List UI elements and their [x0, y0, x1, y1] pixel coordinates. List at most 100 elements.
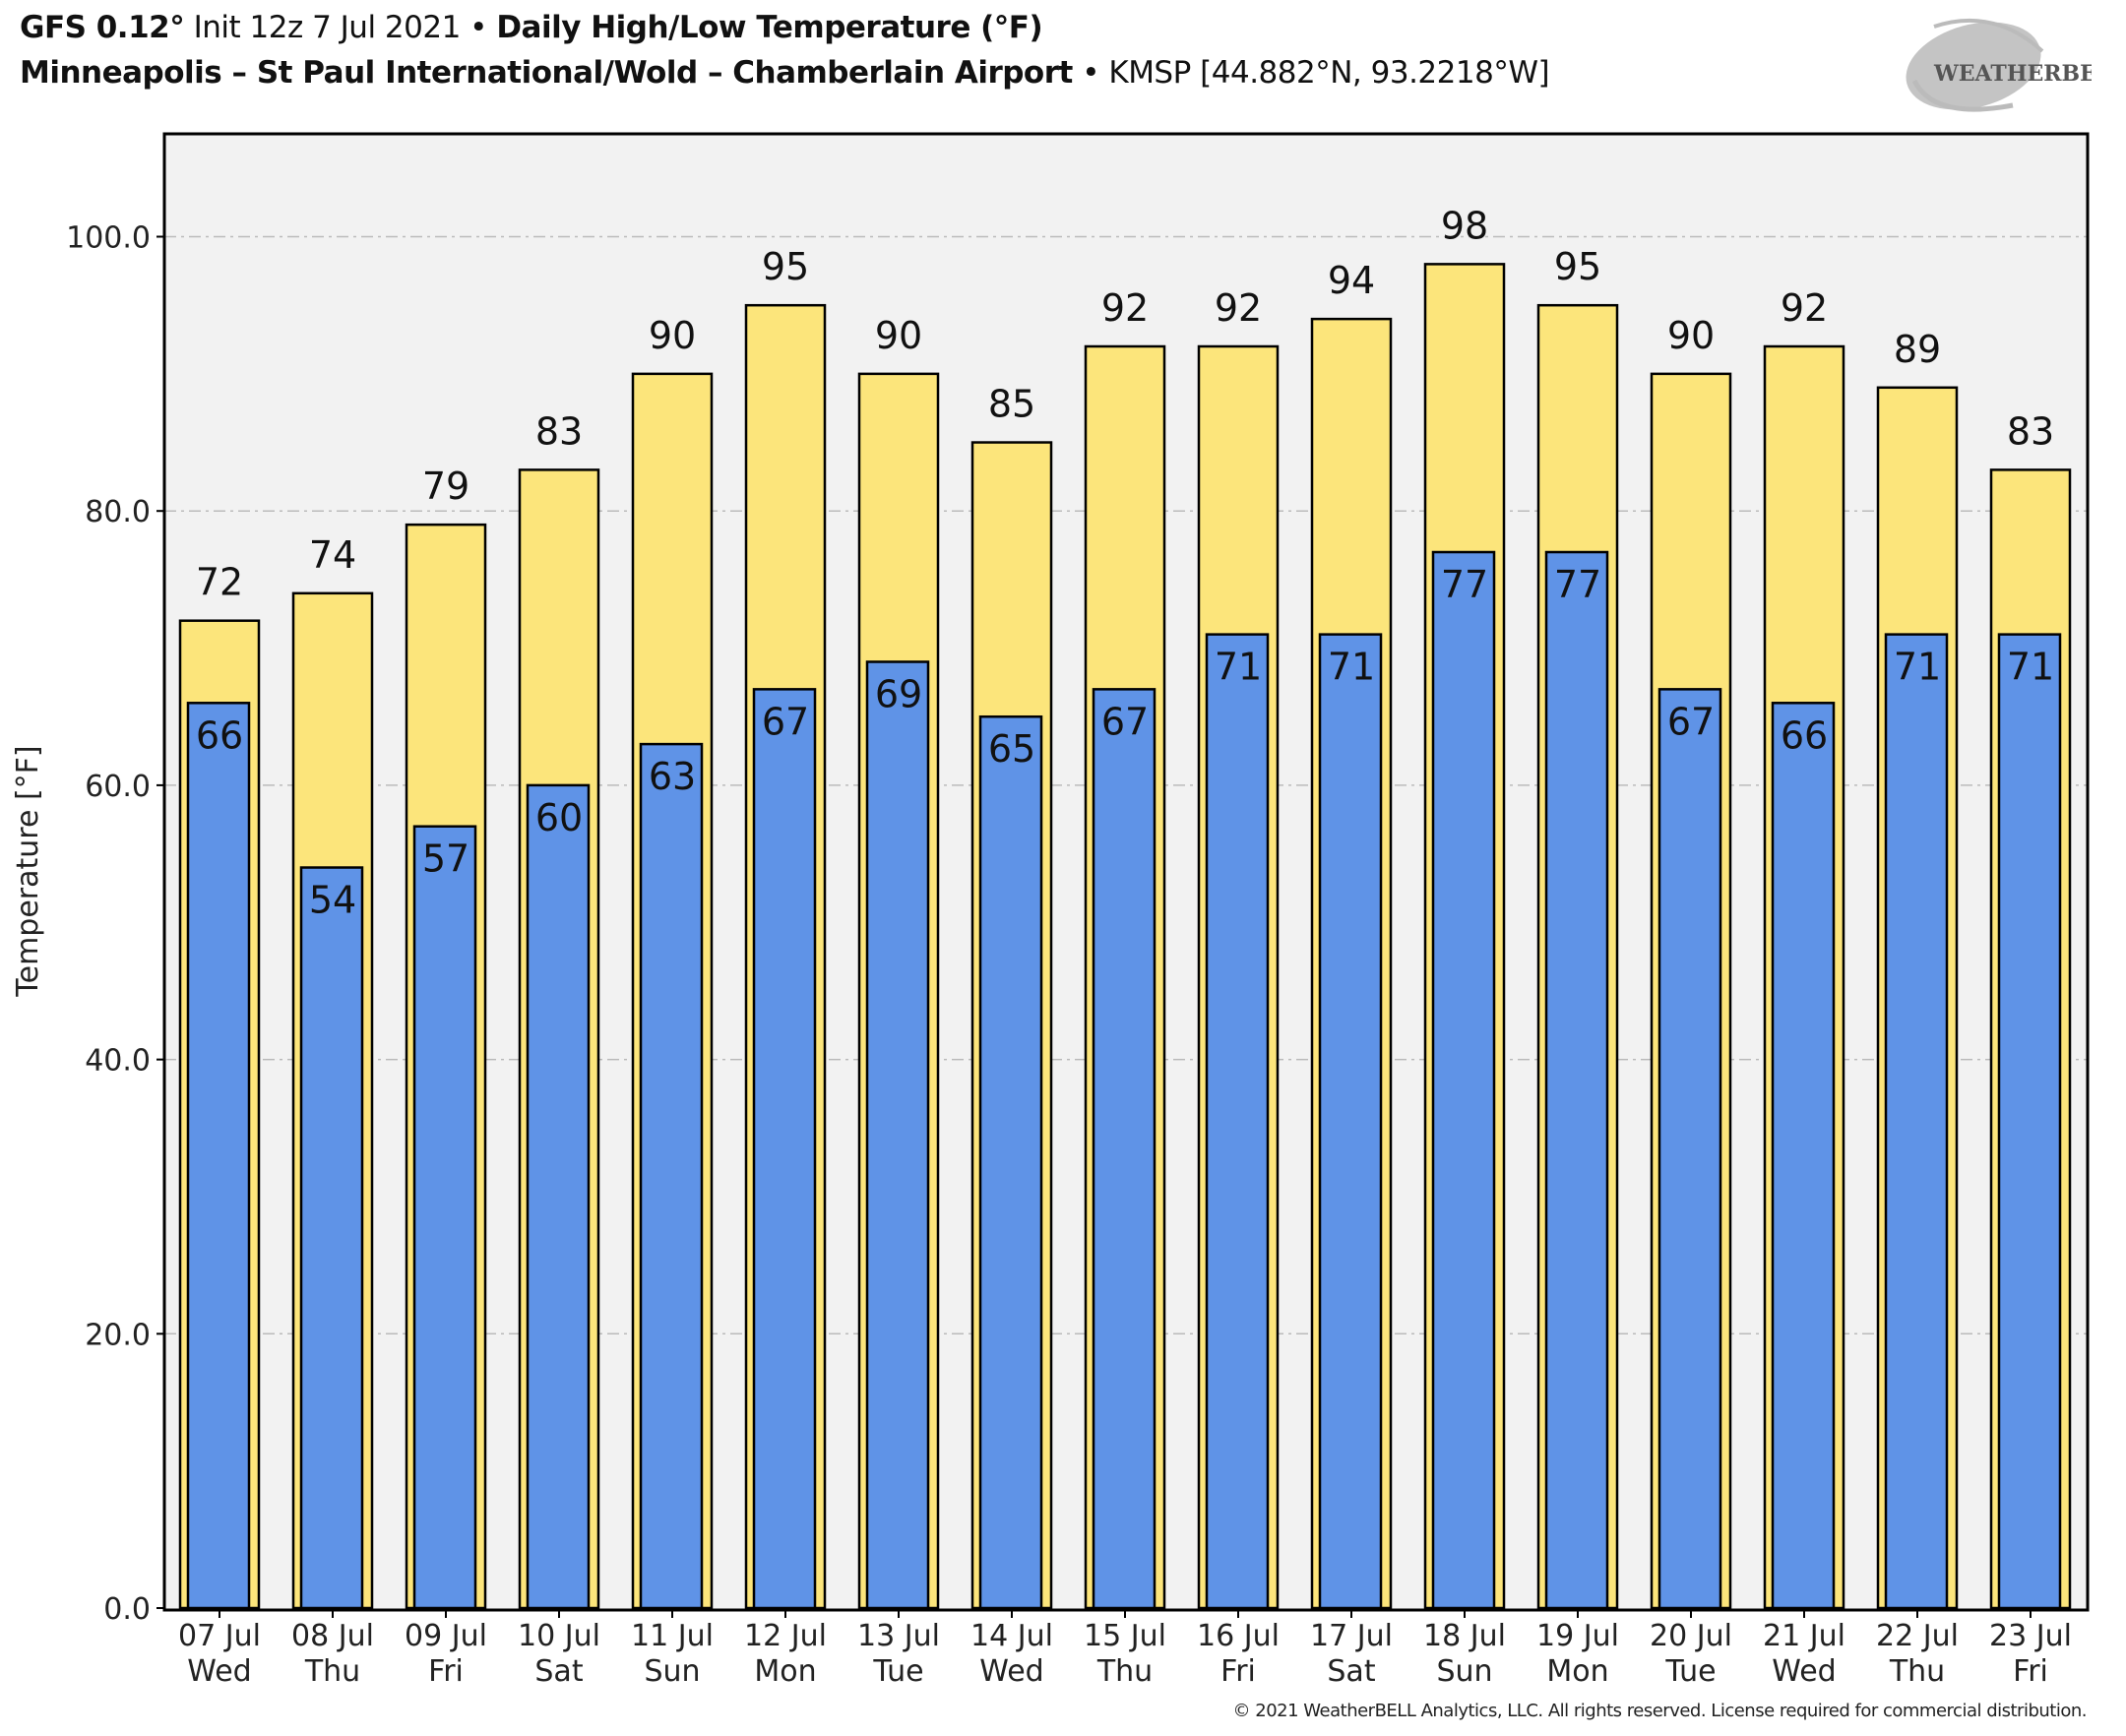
model-name: GFS 0.12° — [20, 10, 185, 45]
high-value-label: 72 — [196, 561, 243, 604]
x-tick-date: 08 Jul — [291, 1619, 374, 1653]
low-value-label: 77 — [1554, 563, 1601, 606]
y-tick-label: 20.0 — [85, 1318, 151, 1352]
low-value-label: 67 — [1101, 700, 1149, 743]
x-tick-weekday: Sun — [1436, 1654, 1492, 1689]
x-tick-weekday: Fri — [1220, 1654, 1256, 1689]
high-value-label: 92 — [1215, 286, 1262, 330]
y-tick-label: 100.0 — [66, 221, 151, 256]
high-value-label: 90 — [875, 314, 922, 357]
separator: • — [1082, 55, 1099, 91]
low-value-label: 77 — [1441, 563, 1488, 606]
x-tick-date: 07 Jul — [178, 1619, 261, 1653]
low-bar — [186, 702, 251, 1610]
low-value-label: 67 — [1667, 700, 1715, 743]
y-tick-label: 40.0 — [85, 1044, 151, 1079]
low-bar — [1657, 688, 1722, 1610]
low-value-label: 54 — [309, 879, 356, 922]
low-bar — [526, 783, 591, 1610]
high-value-label: 90 — [1667, 314, 1715, 357]
high-value-label: 92 — [1781, 286, 1828, 330]
x-tick-date: 10 Jul — [518, 1619, 600, 1653]
title-line-2: Minneapolis – St Paul International/Wold… — [20, 55, 1550, 91]
low-bar — [1431, 550, 1496, 1610]
x-tick-date: 11 Jul — [631, 1619, 714, 1653]
low-value-label: 66 — [1781, 713, 1828, 757]
low-bar — [1771, 702, 1836, 1610]
x-tick-date: 20 Jul — [1650, 1619, 1732, 1653]
x-tick-date: 09 Jul — [405, 1619, 487, 1653]
weatherbell-logo: WEATHERBELL — [1906, 18, 2092, 112]
high-value-label: 89 — [1894, 328, 1941, 371]
low-bar — [1092, 688, 1157, 1610]
copyright-footer: © 2021 WeatherBELL Analytics, LLC. All r… — [1232, 1701, 2088, 1721]
x-tick-date: 23 Jul — [1989, 1619, 2072, 1653]
low-bar — [1544, 550, 1609, 1610]
high-value-label: 90 — [649, 314, 696, 357]
x-tick-weekday: Tue — [872, 1654, 923, 1689]
low-value-label: 60 — [535, 796, 583, 839]
x-tick-weekday: Thu — [304, 1654, 360, 1689]
low-bar — [1997, 633, 2062, 1610]
high-value-label: 92 — [1101, 286, 1149, 330]
high-value-label: 79 — [422, 465, 469, 508]
high-value-label: 83 — [2007, 409, 2054, 453]
x-tick-weekday: Thu — [1889, 1654, 1945, 1689]
x-tick-weekday: Mon — [754, 1654, 816, 1689]
low-bar — [412, 825, 477, 1610]
high-value-label: 95 — [1554, 245, 1601, 288]
x-tick-weekday: Sat — [1327, 1654, 1375, 1689]
x-tick-date: 14 Jul — [970, 1619, 1053, 1653]
low-value-label: 71 — [2007, 646, 2054, 689]
separator: • — [469, 10, 487, 45]
high-value-label: 85 — [988, 383, 1035, 426]
low-bar — [978, 714, 1043, 1610]
x-tick-weekday: Wed — [1772, 1654, 1836, 1689]
high-value-label: 94 — [1328, 259, 1375, 302]
low-bar — [865, 660, 930, 1610]
x-tick-weekday: Fri — [2013, 1654, 2048, 1689]
x-tick-date: 19 Jul — [1536, 1619, 1619, 1653]
y-tick-label: 80.0 — [85, 495, 151, 529]
low-value-label: 66 — [196, 713, 243, 757]
high-value-label: 95 — [762, 245, 809, 288]
x-tick-date: 13 Jul — [857, 1619, 940, 1653]
low-bar — [639, 742, 704, 1610]
low-bar — [1205, 633, 1270, 1610]
product-title: Daily High/Low Temperature (°F) — [496, 10, 1043, 45]
x-tick-weekday: Tue — [1664, 1654, 1716, 1689]
y-tick-label: 60.0 — [85, 770, 151, 804]
x-tick-weekday: Wed — [187, 1654, 251, 1689]
x-tick-date: 22 Jul — [1876, 1619, 1959, 1653]
low-value-label: 71 — [1894, 646, 1941, 689]
low-value-label: 69 — [875, 672, 922, 715]
station-id: KMSP [44.882°N, 93.2218°W] — [1108, 55, 1550, 91]
x-tick-date: 17 Jul — [1310, 1619, 1393, 1653]
init-time: Init 12z 7 Jul 2021 — [193, 10, 462, 45]
low-bar — [1318, 633, 1383, 1610]
low-bar — [1884, 633, 1949, 1610]
high-value-label: 83 — [535, 409, 583, 453]
title-line-1: GFS 0.12° Init 12z 7 Jul 2021 • Daily Hi… — [20, 10, 1043, 45]
high-value-label: 98 — [1441, 204, 1488, 247]
svg-text:WEATHERBELL: WEATHERBELL — [1933, 61, 2092, 87]
x-tick-date: 12 Jul — [744, 1619, 827, 1653]
low-value-label: 63 — [649, 755, 696, 798]
low-bar — [299, 866, 364, 1610]
y-tick-label: 0.0 — [103, 1592, 151, 1627]
x-tick-date: 16 Jul — [1197, 1619, 1280, 1653]
x-tick-date: 21 Jul — [1763, 1619, 1845, 1653]
x-tick-date: 15 Jul — [1084, 1619, 1166, 1653]
x-tick-weekday: Thu — [1096, 1654, 1153, 1689]
x-tick-weekday: Sat — [534, 1654, 583, 1689]
x-tick-date: 18 Jul — [1423, 1619, 1506, 1653]
x-tick-weekday: Mon — [1546, 1654, 1608, 1689]
low-value-label: 57 — [422, 837, 469, 881]
low-value-label: 71 — [1328, 646, 1375, 689]
low-value-label: 71 — [1215, 646, 1262, 689]
station-name: Minneapolis – St Paul International/Wold… — [20, 55, 1073, 91]
y-axis-label: Temperature [°F] — [11, 745, 45, 997]
x-tick-weekday: Wed — [979, 1654, 1043, 1689]
x-tick-weekday: Fri — [428, 1654, 464, 1689]
low-value-label: 67 — [762, 700, 809, 743]
